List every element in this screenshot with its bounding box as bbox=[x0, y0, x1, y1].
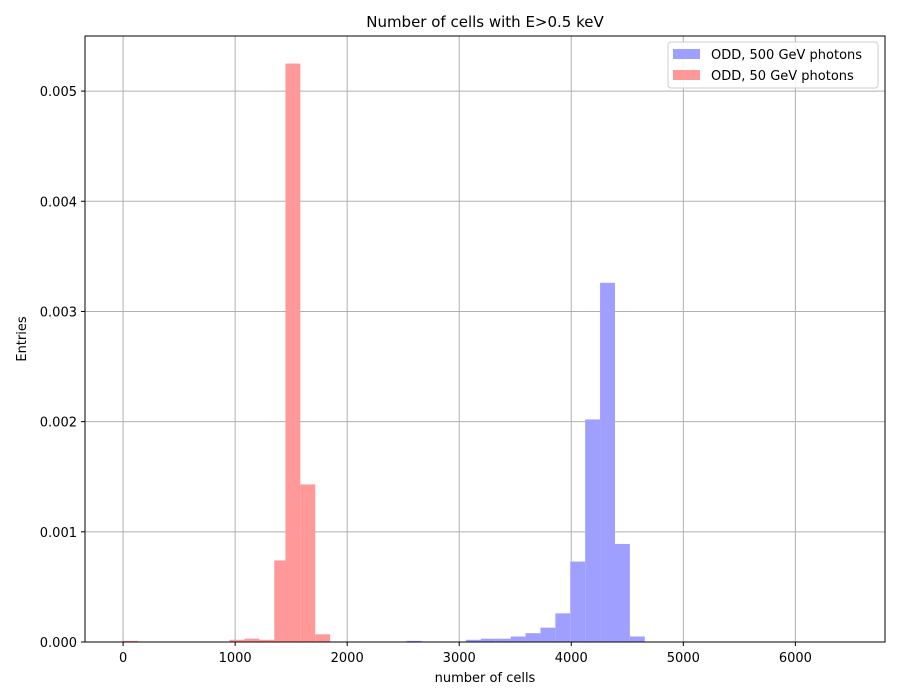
histogram-bar-series-2 bbox=[300, 484, 316, 642]
y-axis-label: Entries bbox=[15, 316, 30, 362]
histogram-bar-series-1 bbox=[600, 282, 615, 642]
plot-frame bbox=[84, 35, 886, 643]
legend-label: ODD, 50 GeV photons bbox=[711, 69, 854, 84]
histogram-bar-series-1 bbox=[540, 627, 556, 642]
axis-ticks: 0 1000 2000 3000 4000 5000 6000 0.000 0.001 0.002… bbox=[40, 85, 812, 666]
histogram-bar-series-1 bbox=[555, 613, 571, 642]
y-tick-label: 0.002 bbox=[40, 416, 77, 431]
histogram-bar-series-1 bbox=[495, 638, 511, 642]
grid-lines bbox=[85, 36, 885, 643]
histogram-bar-series-2 bbox=[259, 639, 275, 642]
legend-box bbox=[667, 41, 879, 89]
histogram-bar-series-2 bbox=[229, 639, 245, 642]
legend: ODD, 500 GeV photons ODD, 50 GeV photons bbox=[667, 41, 879, 89]
histogram-bar-series-1 bbox=[525, 633, 541, 642]
y-tick-label: 0.001 bbox=[40, 526, 77, 541]
x-tick-label: 0 bbox=[119, 651, 127, 666]
y-tick-label: 0.000 bbox=[40, 636, 77, 651]
chart-title: Number of cells with E>0.5 keV bbox=[366, 13, 604, 31]
histogram-bars bbox=[123, 63, 645, 642]
x-tick-label: 3000 bbox=[443, 651, 476, 666]
histogram-bar-series-1 bbox=[614, 543, 630, 642]
histogram-bar-series-1 bbox=[570, 561, 586, 642]
histogram-bar-series-1 bbox=[510, 636, 526, 642]
histogram-bar-series-2 bbox=[285, 63, 301, 642]
x-tick-label: 1000 bbox=[219, 651, 252, 666]
y-tick-label: 0.005 bbox=[40, 85, 77, 100]
histogram-bar-series-1 bbox=[465, 639, 481, 642]
x-tick-label: 4000 bbox=[555, 651, 588, 666]
histogram-bar-series-1 bbox=[629, 636, 645, 642]
histogram-bar-series-2 bbox=[315, 634, 331, 642]
histogram-bar-series-2 bbox=[274, 560, 290, 642]
legend-swatch bbox=[673, 70, 700, 80]
x-tick-label: 2000 bbox=[331, 651, 364, 666]
legend-swatch bbox=[673, 49, 700, 59]
histogram-bar-series-2 bbox=[244, 638, 260, 642]
x-tick-label: 5000 bbox=[667, 651, 700, 666]
y-tick-label: 0.004 bbox=[40, 195, 77, 210]
histogram-bar-series-2 bbox=[123, 640, 138, 642]
x-tick-label: 6000 bbox=[779, 651, 812, 666]
histogram-bar-series-1 bbox=[480, 638, 496, 642]
y-tick-label: 0.003 bbox=[40, 305, 77, 320]
histogram-bar-series-1 bbox=[406, 640, 422, 642]
x-axis-label: number of cells bbox=[435, 671, 536, 686]
legend-label: ODD, 500 GeV photons bbox=[711, 48, 862, 63]
histogram-bar-series-1 bbox=[585, 419, 601, 642]
